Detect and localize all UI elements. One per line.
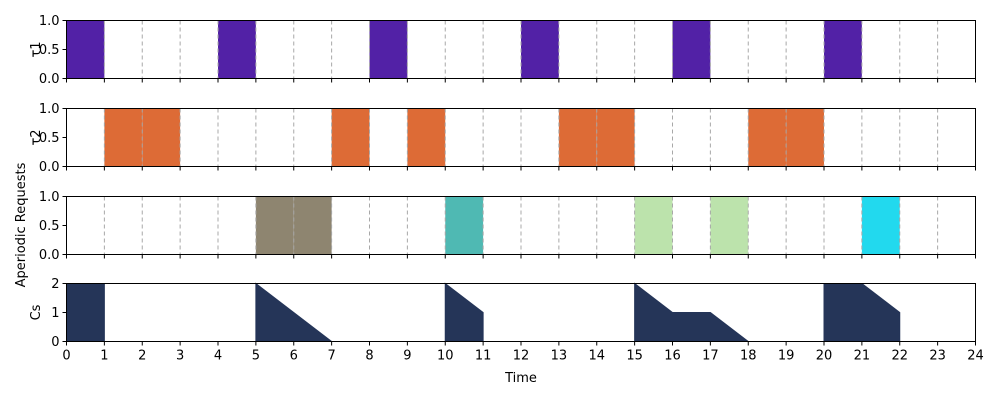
x-tick-label: 7 bbox=[327, 349, 335, 364]
tau1-bar-0 bbox=[66, 20, 105, 79]
x-tick-label: 23 bbox=[929, 349, 946, 364]
tau2-y-tick-label: 0.0 bbox=[39, 160, 60, 175]
tau1-y-tick-label: 1.0 bbox=[39, 14, 60, 29]
tau1-bar-2 bbox=[369, 20, 408, 79]
tau2-y-tick-label: 0.5 bbox=[39, 131, 60, 146]
cs-area-6 bbox=[823, 283, 901, 342]
tau1-bar-5 bbox=[824, 20, 862, 79]
x-tick-label: 1 bbox=[100, 349, 108, 364]
tau1-y-axis-label: τ1 bbox=[29, 41, 44, 57]
aperiodic-bar-5 bbox=[861, 196, 900, 255]
cs-area-1 bbox=[255, 282, 334, 342]
tau2-y-tick-label: 1.0 bbox=[39, 102, 60, 117]
x-axis-label: Time bbox=[504, 371, 537, 386]
aperiodic-bar-4 bbox=[710, 196, 749, 255]
x-tick-label: 8 bbox=[365, 349, 373, 364]
x-tick-label: 11 bbox=[475, 349, 492, 364]
x-tick-label: 19 bbox=[778, 349, 795, 364]
tau2-bar-1 bbox=[142, 108, 181, 167]
x-tick-label: 2 bbox=[138, 349, 146, 364]
panel-tau2: 0.0 0.5 1.0 τ2 bbox=[29, 102, 976, 175]
tau1-y-tick-label: 0.0 bbox=[39, 72, 60, 87]
tau2-bar-2 bbox=[331, 108, 370, 167]
tau2-bar-5 bbox=[596, 108, 635, 167]
tau2-bar-0 bbox=[104, 108, 143, 167]
aperiodic-bar-1 bbox=[293, 196, 332, 255]
x-tick-label: 4 bbox=[214, 349, 222, 364]
x-tick-label: 22 bbox=[891, 349, 908, 364]
x-tick-label: 10 bbox=[437, 349, 454, 364]
x-tick-label: 9 bbox=[403, 349, 411, 364]
cs-y-tick-label: 1 bbox=[51, 306, 59, 321]
tau2-bar-7 bbox=[786, 108, 824, 167]
cs-area-5 bbox=[634, 282, 750, 342]
cs-y-axis-label: Cs bbox=[29, 304, 44, 320]
x-tick-label: 14 bbox=[588, 349, 605, 364]
y-axis-label-aperiodic: Aperiodic Requests bbox=[14, 162, 29, 287]
tau2-bar-6 bbox=[748, 108, 787, 167]
tau2-bar-4 bbox=[558, 108, 597, 167]
tau1-bar-1 bbox=[218, 20, 256, 79]
x-tick-label: 12 bbox=[513, 349, 530, 364]
tau1-y-tick-label: 0.5 bbox=[39, 43, 60, 58]
x-tick-label: 0 bbox=[62, 349, 70, 364]
aperiodic-y-tick-label: 0.5 bbox=[39, 219, 60, 234]
panel-aperiodic: 0.0 0.5 1.0 bbox=[39, 190, 976, 263]
tau2-y-axis-label: τ2 bbox=[29, 129, 44, 145]
panel-tau1: 0.0 0.5 1.0 τ1 bbox=[29, 14, 976, 87]
cs-y-tick-label: 0 bbox=[51, 335, 59, 350]
x-tick-label: 6 bbox=[290, 349, 298, 364]
cs-y-tick-label: 2 bbox=[51, 277, 59, 292]
x-tick-label: 18 bbox=[740, 349, 757, 364]
cs-area-3 bbox=[444, 282, 484, 342]
x-tick-label: 16 bbox=[664, 349, 681, 364]
x-tick-label: 15 bbox=[626, 349, 643, 364]
x-tick-label: 13 bbox=[551, 349, 568, 364]
x-tick-label: 20 bbox=[816, 349, 833, 364]
aperiodic-bar-0 bbox=[255, 196, 294, 255]
cs-area-0 bbox=[66, 283, 105, 342]
tau1-bar-4 bbox=[672, 20, 711, 79]
x-tick-label: 3 bbox=[176, 349, 184, 364]
x-tick-label: 17 bbox=[702, 349, 719, 364]
tau1-bar-3 bbox=[521, 20, 559, 79]
x-tick-label: 24 bbox=[967, 349, 984, 364]
x-tick-label: 5 bbox=[252, 349, 260, 364]
aperiodic-bar-3 bbox=[634, 196, 673, 255]
tau2-bar-3 bbox=[407, 108, 446, 167]
aperiodic-bar-2 bbox=[445, 196, 484, 255]
aperiodic-y-tick-label: 0.0 bbox=[39, 248, 60, 263]
aperiodic-y-tick-label: 1.0 bbox=[39, 190, 60, 205]
x-tick-label: 21 bbox=[854, 349, 871, 364]
